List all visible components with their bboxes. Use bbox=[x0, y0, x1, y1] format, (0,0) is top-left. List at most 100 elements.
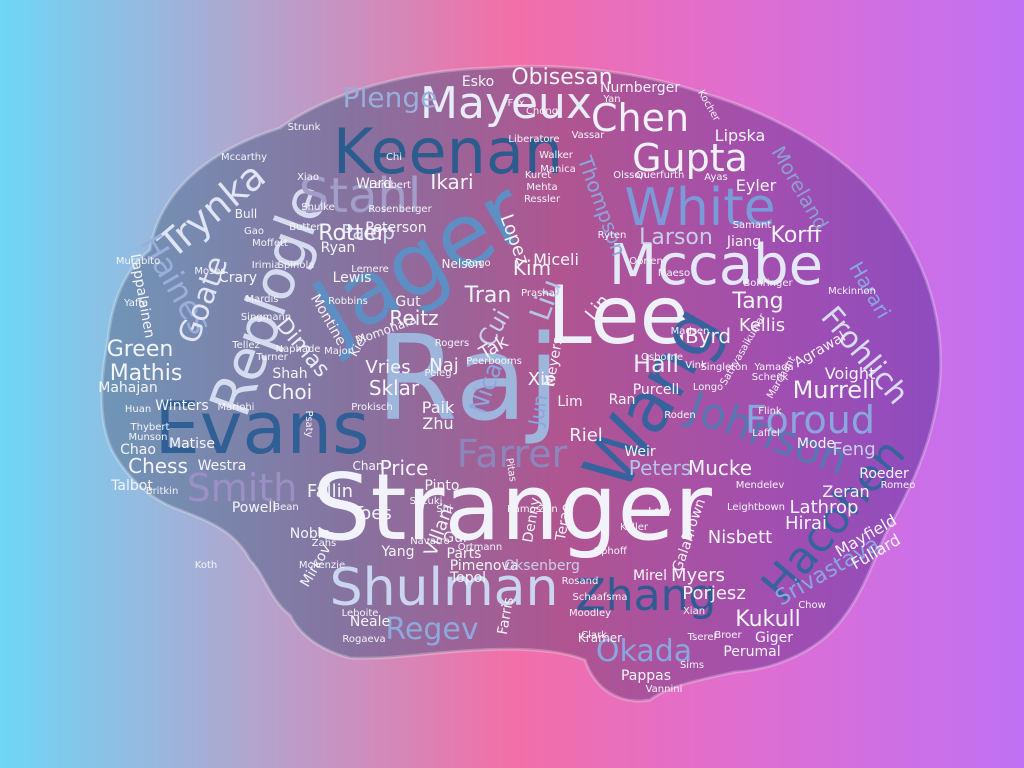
word-gut: Gut bbox=[395, 294, 421, 310]
word-peterson: Peterson bbox=[365, 220, 427, 236]
word-lee: Lee bbox=[547, 269, 689, 362]
word-fallin: Fallin bbox=[306, 481, 354, 502]
word-levy: Levy bbox=[648, 506, 672, 517]
word-lathrop: Lathrop bbox=[789, 497, 859, 518]
word-choi: Choi bbox=[267, 380, 313, 404]
word-okada: Okada bbox=[595, 634, 693, 669]
word-leightbown: Leightbown bbox=[727, 502, 785, 513]
word-tserel: Tserel bbox=[687, 632, 717, 643]
word-lipska: Lipska bbox=[714, 126, 766, 145]
word-osborne: Osborne bbox=[641, 352, 683, 363]
word-purcell: Purcell bbox=[632, 382, 680, 398]
word-nelson: Nelson bbox=[441, 257, 483, 271]
word-chen: Chen bbox=[590, 96, 690, 140]
word-zahs: Zahs bbox=[311, 538, 337, 549]
word-roden: Roden bbox=[664, 410, 696, 421]
word-farrer: Farrer bbox=[456, 432, 568, 476]
word-larson: Larson bbox=[639, 225, 713, 250]
word-kim: Kim bbox=[512, 256, 552, 280]
word-mucke: Mucke bbox=[687, 456, 753, 480]
word-moffett: Moffett bbox=[252, 238, 288, 249]
word-irimia: Irimia bbox=[251, 260, 281, 271]
word-romeo: Romeo bbox=[880, 480, 916, 491]
word-manica: Manica bbox=[540, 164, 576, 175]
word-mathis: Mathis bbox=[109, 361, 183, 386]
word-vink: Vink bbox=[685, 360, 707, 371]
word-riel: Riel bbox=[569, 425, 603, 446]
word-stahl: Stahl bbox=[298, 168, 422, 224]
brain-outline bbox=[100, 64, 943, 703]
word-gupta: Gupta bbox=[632, 136, 748, 180]
word-xiao: Xiao bbox=[297, 172, 319, 183]
word-mckinnon: Mckinnon bbox=[828, 286, 876, 297]
word-maeso: Maeso bbox=[657, 268, 691, 279]
word-vries: Vries bbox=[365, 357, 411, 378]
word-naj: Naj bbox=[429, 355, 459, 376]
word-moses: Moses bbox=[194, 266, 226, 277]
word-obrien: Obrien bbox=[629, 256, 663, 267]
word-zon: Zon bbox=[538, 504, 558, 515]
word-toes: Toes bbox=[352, 503, 392, 524]
word-evans: Evans bbox=[154, 386, 370, 470]
word-peerbooms: Peerbooms bbox=[466, 356, 522, 367]
word-rago: Rago bbox=[465, 258, 491, 269]
word-robbins: Robbins bbox=[328, 296, 368, 307]
word-ayas: Ayas bbox=[704, 172, 728, 183]
word-chao: Chao bbox=[120, 442, 156, 458]
word-singleton: Singleton bbox=[700, 362, 748, 373]
word-fox: Fox bbox=[507, 98, 525, 109]
word-mardis: Mardis bbox=[245, 294, 279, 305]
word-myers: Myers bbox=[670, 565, 726, 586]
word-lewis: Lewis bbox=[332, 270, 372, 286]
word-tang: Tang bbox=[732, 289, 784, 314]
word-peleg: Peleg bbox=[424, 368, 452, 379]
word-noble: Noble bbox=[289, 526, 331, 542]
word-xian: Xian bbox=[682, 606, 706, 617]
word-porjesz: Porjesz bbox=[682, 583, 746, 604]
word-ortmann: Ortmann bbox=[457, 542, 503, 553]
word-mehta: Mehta bbox=[526, 182, 558, 193]
word-green: Green bbox=[106, 337, 174, 362]
word-pinto: Pinto bbox=[424, 478, 460, 494]
word-zhang: Zhang bbox=[575, 570, 717, 621]
word-murabito: Murabito bbox=[115, 256, 161, 267]
word-rosand: Rosand bbox=[561, 576, 599, 587]
word-rogaeva: Rogaeva bbox=[342, 634, 386, 645]
word-gur: Gur bbox=[443, 530, 469, 546]
word-yan: Yan bbox=[603, 94, 621, 105]
word-shi: Shi bbox=[436, 504, 452, 515]
word-obisesan: Obisesan bbox=[511, 65, 613, 90]
word-murrell: Murrell bbox=[792, 376, 876, 404]
word-crary: Crary bbox=[218, 270, 258, 286]
word-powell: Powell bbox=[231, 500, 277, 516]
word-mccabe: Mccabe bbox=[608, 233, 824, 298]
word-yang: Yang bbox=[381, 544, 415, 560]
word-yaffe: Yaffe bbox=[124, 298, 148, 309]
word-kukull: Kukull bbox=[735, 607, 801, 632]
word-matise: Matise bbox=[169, 436, 215, 452]
word-spinola: Spinola bbox=[277, 260, 315, 271]
word-mayeux: Mayeux bbox=[420, 78, 592, 129]
word-keller: Keller bbox=[619, 522, 649, 533]
word-walker: Walker bbox=[539, 150, 573, 161]
word-kocher: Kocher bbox=[695, 88, 722, 124]
word-stranger: Stranger bbox=[312, 454, 712, 561]
word-rotter: Rotter bbox=[318, 221, 386, 246]
word-britkin: Britkin bbox=[145, 486, 179, 497]
word-ophoff: Ophoff bbox=[593, 546, 627, 557]
word-strunk: Strunk bbox=[287, 122, 321, 133]
word-peters: Peters bbox=[628, 456, 692, 480]
word-chi: Chi bbox=[385, 152, 403, 163]
word-psaty: Psaty bbox=[303, 410, 314, 438]
word-major: Major bbox=[324, 346, 352, 357]
word-byrd: Byrd bbox=[684, 324, 732, 348]
word-chan: Chan bbox=[352, 459, 384, 473]
word-prokisch: Prokisch bbox=[351, 402, 393, 413]
word-westra: Westra bbox=[197, 458, 247, 474]
word-mckenzie: Mckenzie bbox=[298, 560, 346, 571]
word-querfurth: Querfurth bbox=[635, 170, 685, 181]
word-zhu: Zhu bbox=[422, 414, 454, 433]
word-shulke: Shulke bbox=[301, 202, 335, 213]
